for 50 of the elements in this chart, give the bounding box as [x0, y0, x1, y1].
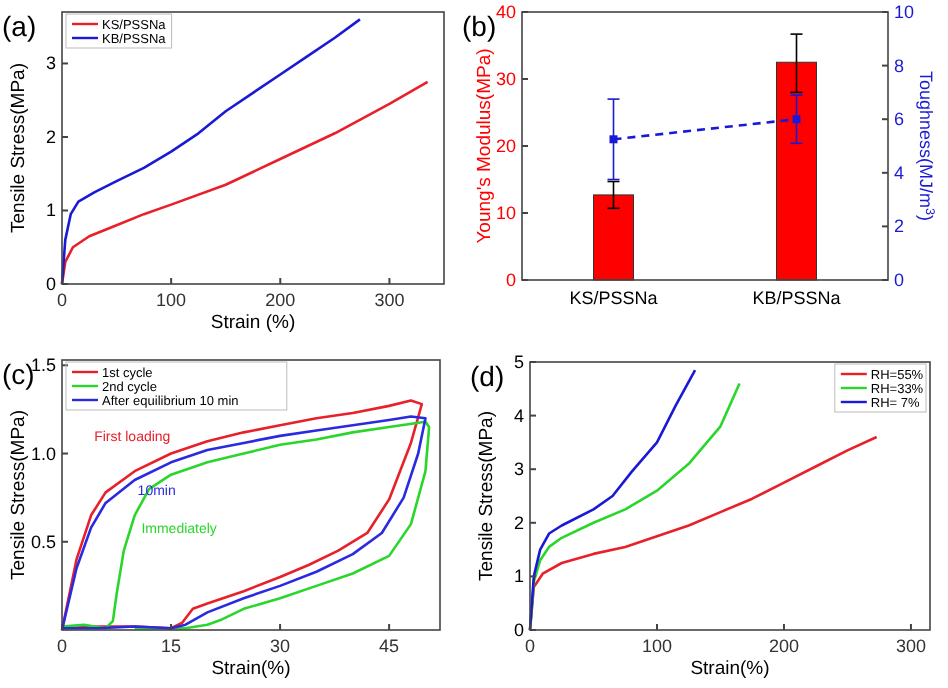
y-tick-label: 20 — [495, 136, 516, 156]
y-tick-label: 30 — [495, 69, 516, 89]
text: (c) — [2, 358, 35, 390]
y2-tick-label: 4 — [894, 162, 905, 183]
text: (a) — [2, 10, 37, 42]
y2-tick-label: 10 — [894, 2, 915, 22]
line-series — [528, 435, 878, 632]
y-axis-title: Tensile Stress(MPa) — [476, 411, 498, 581]
y-tick-label: 3 — [513, 459, 524, 480]
y-tick-label: 10 — [495, 203, 516, 223]
y2-tick-label: 2 — [894, 216, 905, 237]
x-tick-label: 45 — [379, 636, 400, 656]
y2-tick-label: 6 — [894, 109, 905, 130]
y-tick-label: 1 — [45, 200, 56, 221]
x-tick-label: 100 — [156, 290, 187, 310]
x-tick-label: 100 — [641, 636, 673, 656]
x-tick-label: 300 — [374, 290, 405, 310]
text: (d) — [470, 360, 505, 392]
x-tick-label: KB/PSSNa — [752, 288, 841, 308]
y-tick-label: 5 — [513, 352, 524, 372]
x-tick-label: 300 — [895, 636, 926, 656]
y-tick-label: 0.5 — [30, 531, 56, 552]
x-axis-title: Strain (%) — [210, 312, 296, 334]
x-tick-label: KS/PSSNa — [569, 288, 658, 308]
y-tick-label: 4 — [513, 405, 524, 426]
x-axis-title: Strain(%) — [690, 658, 770, 680]
line-series — [60, 80, 429, 286]
y-tick-label: 1 — [513, 566, 524, 587]
y-tick-label: 0 — [505, 270, 516, 290]
y-tick-label: 40 — [495, 2, 516, 22]
x-tick-label: 30 — [270, 636, 291, 656]
y-tick-label: 2 — [513, 512, 524, 533]
y2-tick-label: 0 — [894, 270, 905, 290]
y-tick-label: 1.5 — [30, 355, 56, 376]
y-tick-label: 1.0 — [30, 443, 56, 464]
line-series — [528, 368, 697, 632]
x-axis-title: Strain(%) — [211, 658, 291, 680]
y-axis-title: Young's Modulus(MPa) — [474, 48, 496, 244]
y-tick-label: 0 — [513, 620, 524, 640]
y-axis-title: Tensile Stress(MPa) — [8, 410, 30, 580]
x-tick-label: 200 — [265, 290, 296, 310]
y2-tick-label: 8 — [894, 55, 905, 76]
y-tick-label: 3 — [45, 53, 56, 74]
x-tick-label: 15 — [161, 636, 182, 656]
y-tick-label: 2 — [45, 126, 56, 147]
y-tick-label: 0 — [45, 274, 56, 294]
x-tick-label: 200 — [768, 636, 799, 656]
y-axis-title: Tensile Stress(MPa) — [8, 63, 30, 233]
text: (b) — [462, 10, 497, 42]
line-series — [60, 18, 362, 286]
